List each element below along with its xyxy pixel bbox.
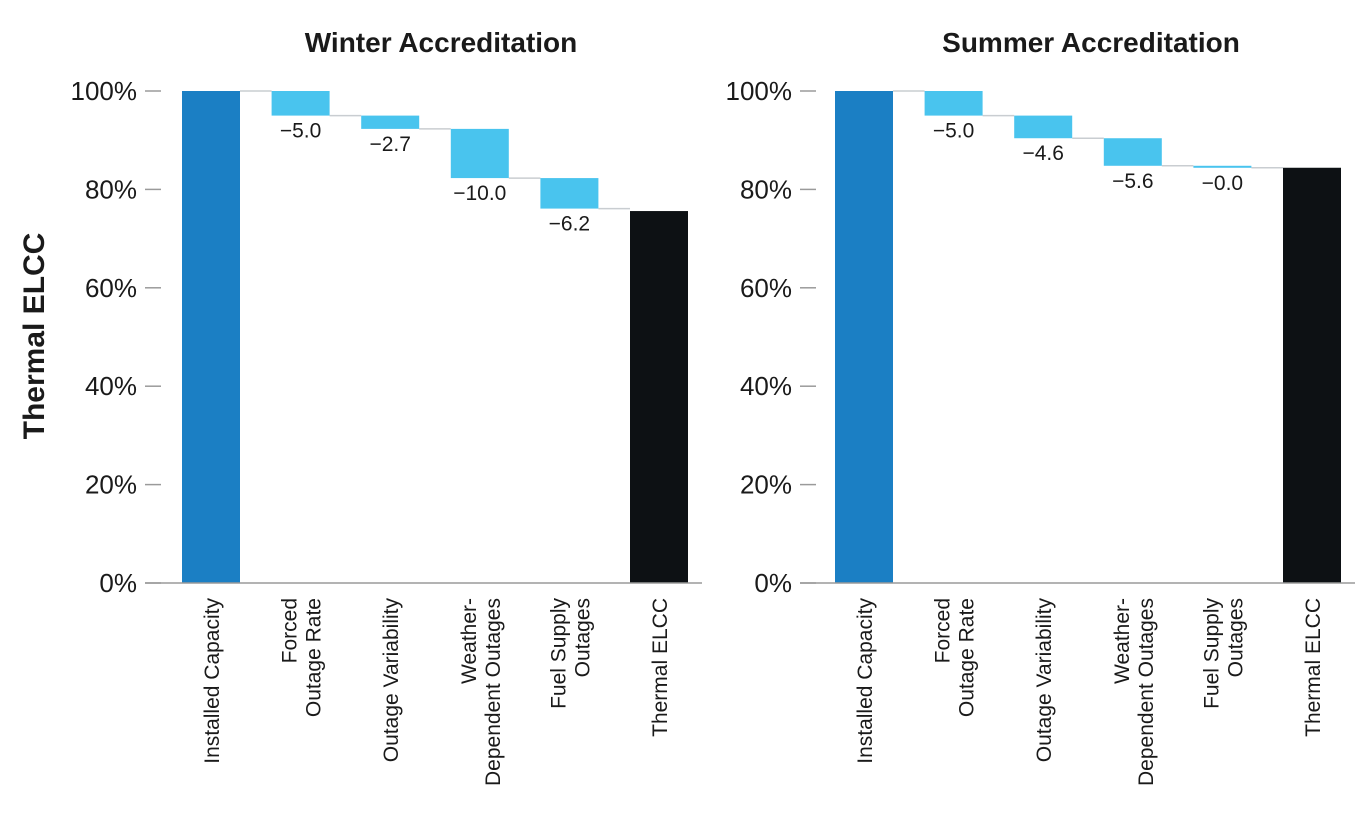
bar-outage-variability: [361, 115, 420, 129]
x-tick-label: Thermal ELCC: [1302, 598, 1325, 737]
bar-installed-capacity: [182, 91, 240, 583]
bar-weather-dependent-outages: [450, 128, 509, 179]
bar-fuel-supply-outages: [540, 178, 599, 209]
x-tick-label: Outage Variability: [380, 598, 403, 763]
x-tick-label: Fuel Supply: [1200, 598, 1223, 709]
x-tick-label: Weather-: [1111, 598, 1134, 684]
y-tick-label: 20%: [85, 470, 137, 500]
x-tick-label: Outages: [1224, 598, 1247, 677]
x-tick-label: Dependent Outages: [482, 598, 505, 786]
x-tick-label: Weather-: [458, 598, 481, 684]
x-tick-label: Installed Capacity: [201, 598, 224, 764]
x-tick-label: Fuel Supply: [547, 598, 570, 709]
x-tick-label: Forced: [279, 598, 302, 663]
chart-title: Winter Accreditation: [305, 27, 578, 58]
x-tick-label: Outage Variability: [1033, 598, 1056, 763]
bar-weather-dependent-outages: [1103, 138, 1162, 166]
data-label-forced-outage-rate: −5.0: [280, 120, 321, 143]
y-tick-label: 40%: [85, 371, 137, 401]
x-tick-label: Outage Rate: [303, 598, 326, 717]
data-label-forced-outage-rate: −5.0: [933, 120, 974, 143]
data-label-outage-variability: −2.7: [369, 133, 410, 156]
winter-accreditation-chart: Winter Accreditation 0% 20% 40% 60% 80% 100% −5…: [71, 27, 702, 786]
y-tick-label: 0%: [754, 568, 792, 598]
bar-installed-capacity: [835, 91, 893, 583]
x-tick-label: Installed Capacity: [854, 598, 877, 764]
data-label-outage-variability: −4.6: [1022, 142, 1063, 165]
bar-thermal-elcc: [1283, 167, 1341, 583]
data-label-fuel-supply-outages: −6.2: [549, 213, 590, 236]
y-tick-label: 20%: [740, 470, 792, 500]
data-label-weather-dependent-outages: −10.0: [453, 182, 506, 205]
x-tick-label: Dependent Outages: [1135, 598, 1158, 786]
y-tick-label: 60%: [85, 273, 137, 303]
y-axis-label: Thermal ELCC: [18, 233, 51, 440]
y-tick-label: 80%: [740, 174, 792, 204]
y-tick-label: 40%: [740, 371, 792, 401]
x-tick-label: Outage Rate: [956, 598, 979, 717]
bar-forced-outage-rate: [271, 91, 330, 116]
chart-title: Summer Accreditation: [942, 27, 1240, 58]
y-tick-label: 0%: [99, 568, 137, 598]
data-label-weather-dependent-outages: −5.6: [1112, 170, 1153, 193]
x-tick-label: Forced: [932, 598, 955, 663]
x-tick-label: Thermal ELCC: [649, 598, 672, 737]
y-tick-label: 60%: [740, 273, 792, 303]
y-tick-label: 100%: [71, 76, 138, 106]
x-tick-label: Outages: [571, 598, 594, 677]
y-tick-label: 100%: [726, 76, 793, 106]
summer-accreditation-chart: Summer Accreditation 0% 20% 40% 60% 80% 100% −5…: [726, 27, 1355, 786]
bar-fuel-supply-outages: [1193, 165, 1252, 168]
bar-outage-variability: [1014, 115, 1073, 139]
bar-forced-outage-rate: [924, 91, 983, 116]
bar-thermal-elcc: [630, 211, 688, 583]
y-tick-label: 80%: [85, 174, 137, 204]
data-label-fuel-supply-outages: −0.0: [1202, 172, 1243, 195]
